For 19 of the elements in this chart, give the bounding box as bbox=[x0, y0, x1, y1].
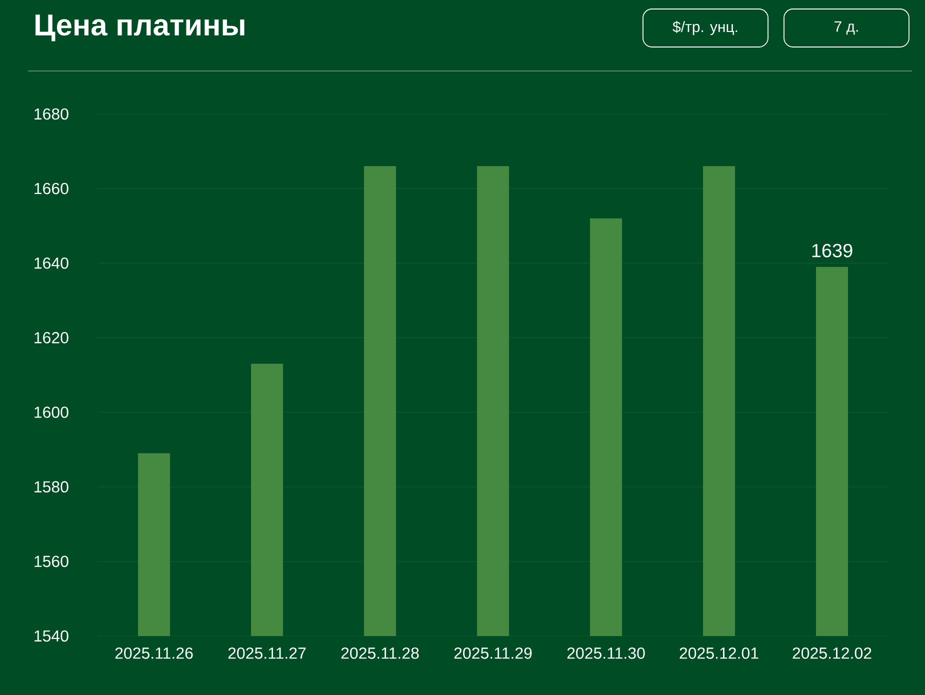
y-tick-label: 1660 bbox=[34, 182, 68, 194]
y-tick-label: 1680 bbox=[34, 108, 68, 120]
data-label: 1639 bbox=[812, 244, 852, 258]
x-tick-label: 2025.11.26 bbox=[115, 648, 193, 659]
y-tick-label: 1540 bbox=[34, 630, 68, 642]
y-tick-label: 1600 bbox=[34, 406, 68, 418]
text: 7 д. bbox=[834, 21, 858, 35]
x-tick-label: 2025.11.28 bbox=[341, 648, 419, 659]
x-tick-label: 2025.11.30 bbox=[567, 648, 645, 659]
x-tick-label: 2025.12.02 bbox=[792, 648, 872, 659]
y-tick-label: 1640 bbox=[34, 257, 68, 269]
chart-title: Цена платины bbox=[36, 14, 244, 42]
x-tick-label: 2025.11.27 bbox=[228, 648, 306, 659]
y-tick-label: 1620 bbox=[34, 332, 68, 344]
x-tick-label: 2025.12.01 bbox=[680, 648, 758, 659]
text: $/тр. унц. bbox=[672, 20, 738, 36]
y-tick-label: 1560 bbox=[34, 556, 68, 568]
x-tick-label: 2025.11.29 bbox=[454, 648, 532, 659]
y-tick-label: 1580 bbox=[34, 481, 68, 493]
